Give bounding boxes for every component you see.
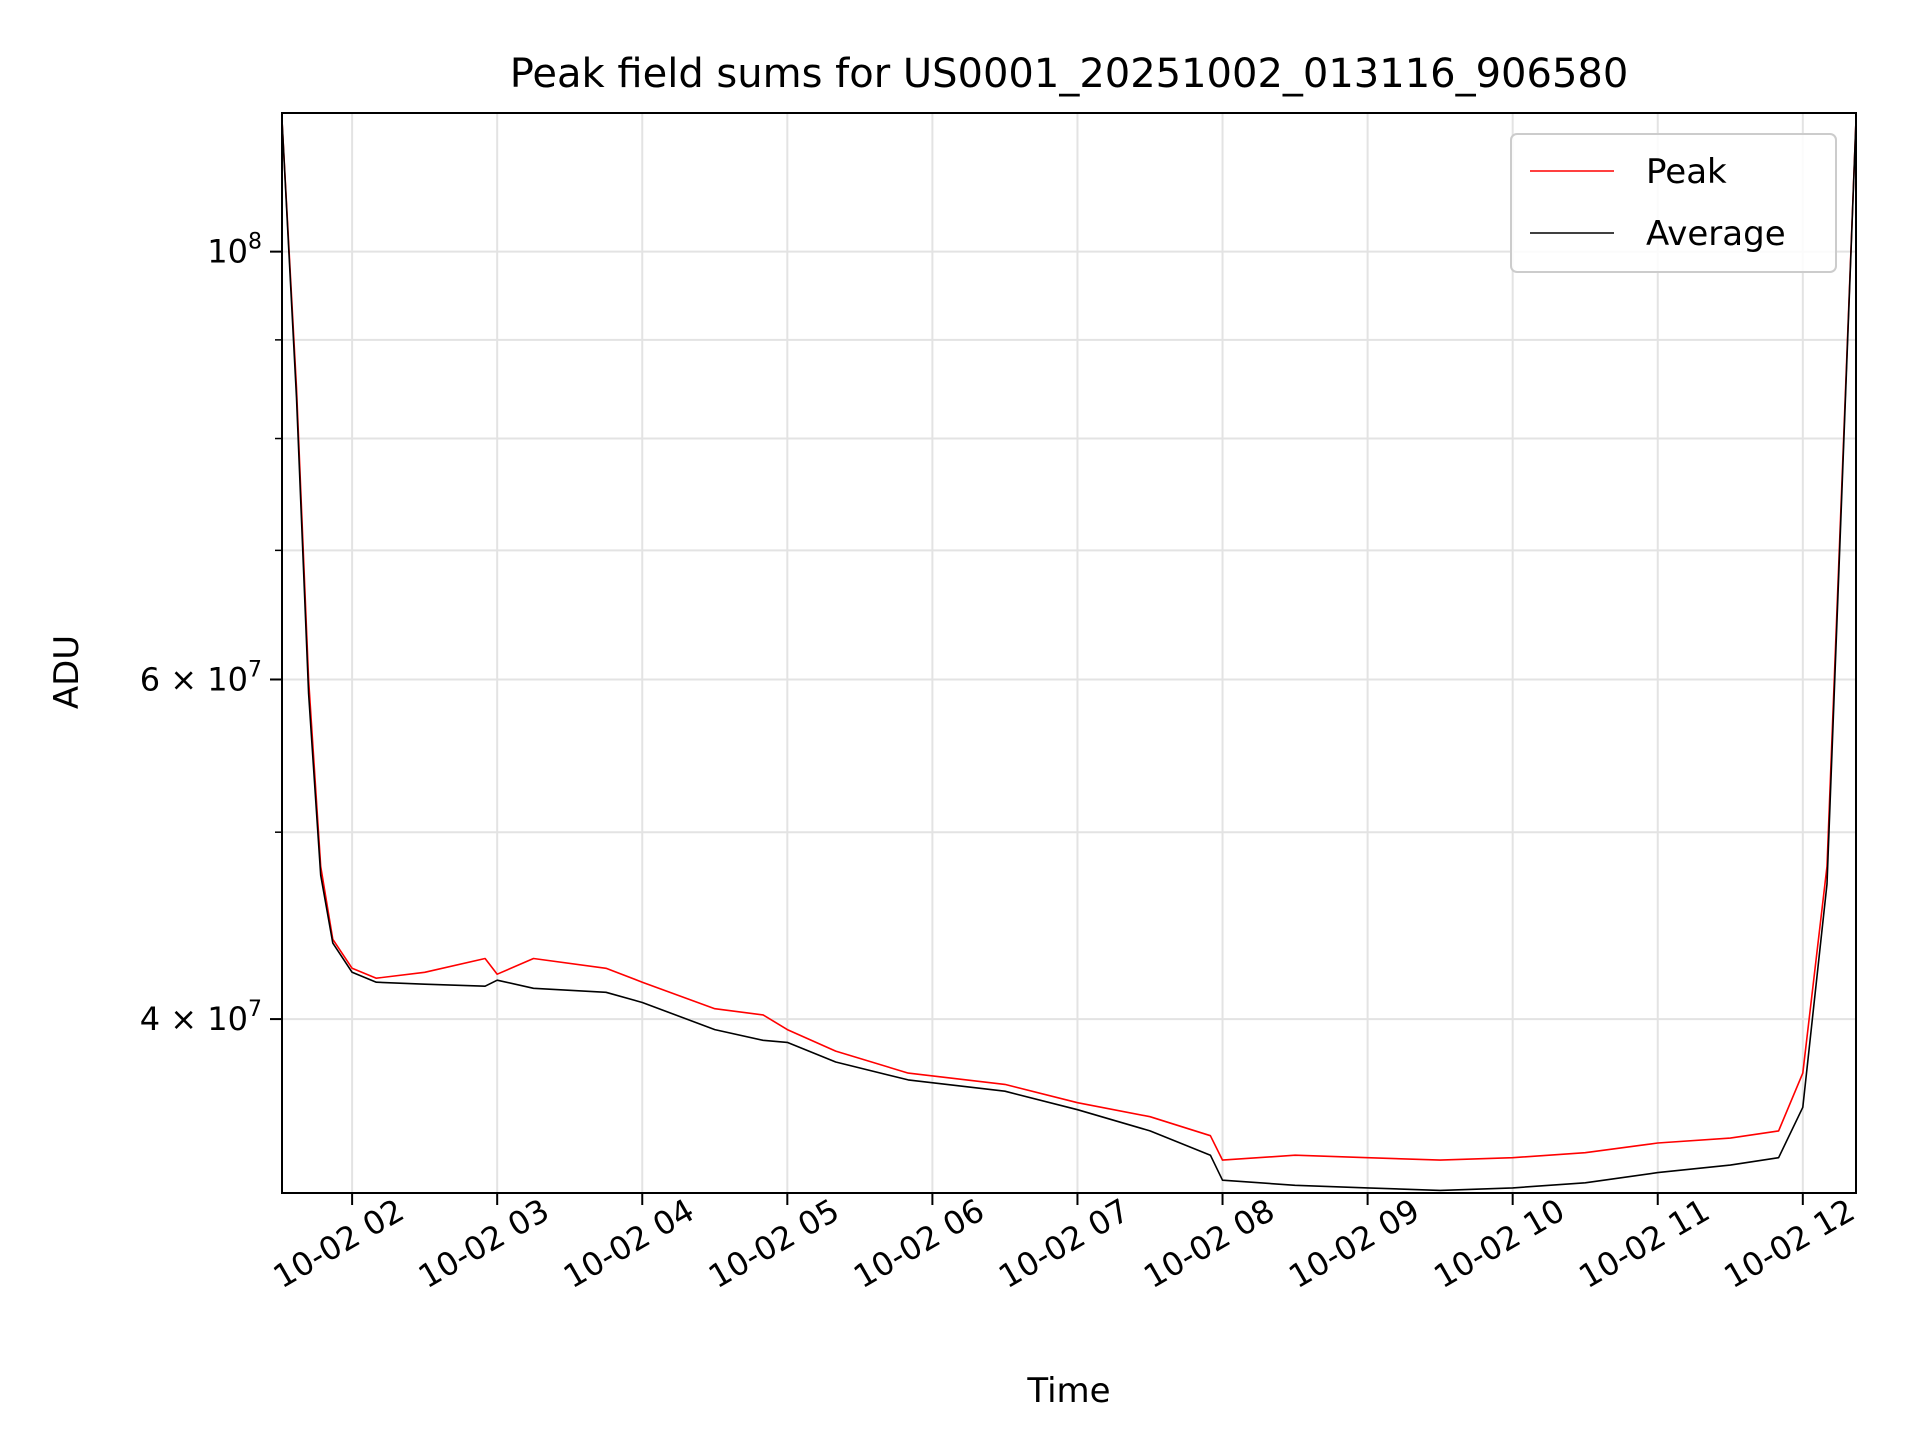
x-tick-label: 10-02 07 bbox=[992, 1191, 1136, 1296]
x-tick-label: 10-02 11 bbox=[1572, 1191, 1716, 1296]
legend-label-average: Average bbox=[1646, 214, 1786, 254]
plot-frame bbox=[281, 112, 1857, 1194]
x-tick-label: 10-02 03 bbox=[412, 1191, 556, 1296]
x-axis-label: Time bbox=[1026, 1371, 1110, 1411]
y-tick-label: 6 × 107 bbox=[140, 657, 262, 698]
series-line-average bbox=[282, 120, 1856, 1192]
x-tick-label: 10-02 02 bbox=[267, 1191, 411, 1296]
chart-title: Peak field sums for US0001_20251002_0131… bbox=[510, 51, 1629, 97]
x-tick-label: 10-02 10 bbox=[1427, 1191, 1571, 1296]
y-tick-label: 4 × 107 bbox=[140, 997, 262, 1038]
legend-label-peak: Peak bbox=[1646, 152, 1727, 192]
ticks: 10-02 02 10-02 03 10-02 04 10-02 05 10-02 06… bbox=[140, 230, 1861, 1296]
x-tick-label: 10-02 08 bbox=[1137, 1191, 1281, 1296]
x-tick-label: 10-02 06 bbox=[847, 1191, 991, 1296]
x-tick-label: 10-02 05 bbox=[702, 1191, 846, 1296]
legend: Peak Average bbox=[1510, 133, 1837, 273]
x-tick-label: 10-02 04 bbox=[557, 1191, 701, 1296]
series-line-peak bbox=[282, 120, 1856, 1161]
y-tick-label: 108 bbox=[207, 230, 262, 271]
x-tick-label: 10-02 09 bbox=[1282, 1191, 1426, 1296]
series-layer bbox=[282, 120, 1856, 1192]
grid bbox=[282, 113, 1856, 1193]
legend-box bbox=[1510, 133, 1837, 273]
x-tick-label: 10-02 12 bbox=[1718, 1191, 1862, 1296]
y-axis-label: ADU bbox=[47, 635, 87, 709]
